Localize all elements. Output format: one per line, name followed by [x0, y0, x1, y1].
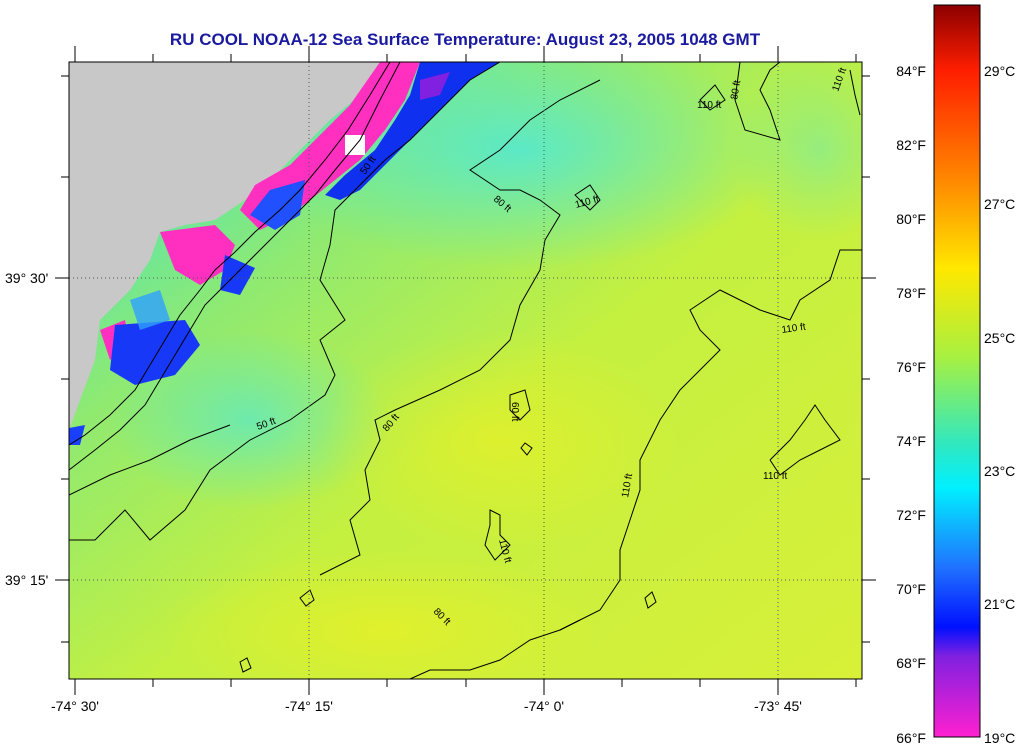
- colorbar: [933, 4, 981, 738]
- f-label: 80°F: [896, 211, 926, 227]
- contour-label: 60 ft: [509, 402, 520, 422]
- axis-ticks: [55, 46, 876, 695]
- f-label: 82°F: [896, 137, 926, 153]
- f-label: 68°F: [896, 655, 926, 671]
- f-label: 70°F: [896, 581, 926, 597]
- c-label: 21°C: [984, 596, 1015, 612]
- c-label: 23°C: [984, 463, 1015, 479]
- c-label: 29°C: [984, 63, 1015, 79]
- contour-label: 80 ft: [729, 79, 743, 100]
- f-label: 84°F: [896, 63, 926, 79]
- lon-label: -73° 45': [754, 698, 802, 714]
- longitude-labels: -74° 30' -74° 15' -74° 0' -73° 45': [51, 698, 802, 714]
- cold-water-band: [69, 62, 500, 445]
- c-label: 25°C: [984, 330, 1015, 346]
- map-title: RU COOL NOAA-12 Sea Surface Temperature:…: [169, 30, 761, 49]
- lon-label: -74° 0': [524, 698, 564, 714]
- f-label: 76°F: [896, 359, 926, 375]
- land-mass: [69, 62, 380, 430]
- contour-label: 110 ft: [697, 100, 721, 111]
- colorbar-f-labels: 84°F 82°F 80°F 78°F 76°F 74°F 72°F 70°F …: [896, 63, 926, 746]
- colorbar-c-labels: 29°C 27°C 25°C 23°C 21°C 19°C: [984, 63, 1015, 746]
- lat-label: 39° 15': [5, 572, 48, 588]
- latitude-labels: 39° 30' 39° 15': [5, 270, 48, 588]
- c-label: 27°C: [984, 196, 1015, 212]
- contour-label: 110 ft: [763, 471, 787, 482]
- coastline: [69, 62, 401, 471]
- lon-label: -74° 30': [51, 698, 99, 714]
- contour-label: 110 ft: [620, 472, 635, 498]
- contour-label: 110 ft: [781, 322, 807, 336]
- c-label: 19°C: [984, 730, 1015, 746]
- depth-contours: [69, 62, 862, 679]
- f-label: 78°F: [896, 285, 926, 301]
- lon-label: -74° 15': [285, 698, 333, 714]
- f-label: 74°F: [896, 433, 926, 449]
- map-field: 110 ft 80 ft 110 ft 50 ft 80 ft 110 ft 1…: [69, 62, 862, 679]
- graticule: [69, 62, 862, 679]
- f-label: 66°F: [896, 730, 926, 746]
- lat-label: 39° 30': [5, 270, 48, 286]
- f-label: 72°F: [896, 507, 926, 523]
